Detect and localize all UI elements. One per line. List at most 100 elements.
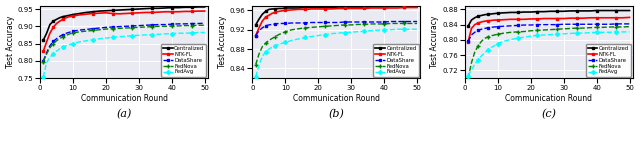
DataShare	[407, 21, 415, 22]
FedNova	[474, 45, 482, 47]
FedAvg	[464, 75, 472, 77]
Centralized	[314, 7, 322, 8]
FedAvg	[341, 32, 349, 34]
FedAvg	[268, 46, 276, 48]
NTK-FL	[252, 35, 260, 36]
DataShare	[547, 24, 554, 26]
FedNova	[282, 31, 289, 33]
FedNova	[76, 31, 83, 33]
DataShare	[275, 22, 283, 24]
DataShare	[294, 22, 302, 24]
Centralized	[380, 6, 388, 8]
FedNova	[494, 33, 502, 35]
NTK-FL	[46, 32, 54, 34]
Centralized	[252, 24, 260, 26]
NTK-FL	[102, 12, 109, 14]
Centralized	[606, 10, 614, 11]
FedAvg	[314, 35, 322, 36]
Centralized	[619, 10, 627, 11]
Line: FedNova: FedNova	[41, 23, 207, 64]
Centralized	[593, 10, 600, 11]
DataShare	[491, 26, 499, 28]
Centralized	[181, 6, 189, 8]
DataShare	[600, 23, 607, 25]
DataShare	[308, 22, 316, 23]
Centralized	[464, 25, 472, 27]
DataShare	[89, 28, 97, 30]
Centralized	[547, 10, 554, 12]
DataShare	[474, 30, 482, 31]
FedNova	[527, 30, 534, 32]
NTK-FL	[271, 11, 279, 13]
Centralized	[477, 15, 485, 16]
DataShare	[566, 23, 574, 25]
FedNova	[278, 32, 286, 34]
Centralized	[334, 6, 342, 8]
Centralized	[507, 12, 515, 13]
DataShare	[252, 35, 260, 36]
DataShare	[141, 24, 149, 26]
FedNova	[294, 28, 302, 30]
Centralized	[46, 24, 54, 26]
FedNova	[481, 38, 488, 39]
FedNova	[63, 34, 70, 36]
Line: Centralized: Centralized	[42, 6, 206, 42]
NTK-FL	[328, 8, 335, 10]
Centralized	[135, 8, 143, 10]
NTK-FL	[534, 18, 541, 20]
Centralized	[612, 10, 620, 11]
FedNova	[43, 53, 51, 55]
Centralized	[308, 7, 316, 8]
DataShare	[354, 21, 362, 23]
FedNova	[181, 25, 189, 27]
DataShare	[168, 23, 175, 25]
Centralized	[168, 7, 175, 9]
NTK-FL	[471, 24, 479, 26]
NTK-FL	[400, 7, 408, 8]
Line: FedAvg: FedAvg	[467, 30, 631, 77]
NTK-FL	[626, 16, 634, 18]
NTK-FL	[308, 8, 316, 10]
Centralized	[288, 7, 296, 9]
FedAvg	[520, 36, 528, 38]
DataShare	[534, 24, 541, 26]
FedNova	[566, 28, 574, 29]
NTK-FL	[89, 13, 97, 14]
DataShare	[374, 21, 381, 23]
NTK-FL	[520, 18, 528, 20]
Centralized	[474, 15, 482, 17]
Centralized	[471, 17, 479, 19]
FedNova	[89, 30, 97, 31]
FedNova	[40, 61, 47, 62]
FedNova	[334, 24, 342, 26]
DataShare	[95, 27, 103, 29]
FedAvg	[282, 41, 289, 43]
X-axis label: Communication Round: Communication Round	[293, 94, 380, 103]
FedNova	[487, 35, 495, 37]
DataShare	[626, 23, 634, 25]
DataShare	[49, 41, 57, 42]
DataShare	[580, 23, 588, 25]
NTK-FL	[188, 11, 195, 12]
FedNova	[471, 51, 479, 53]
FedAvg	[468, 69, 476, 71]
FedAvg	[69, 43, 77, 44]
Line: Centralized: Centralized	[254, 5, 419, 26]
FedAvg	[155, 33, 163, 35]
FedNova	[328, 25, 335, 27]
Legend: Centralized, NTK-FL, DataShare, FedNova, FedAvg: Centralized, NTK-FL, DataShare, FedNova,…	[373, 44, 419, 76]
DataShare	[66, 31, 74, 33]
DataShare	[135, 25, 143, 27]
Centralized	[394, 6, 401, 7]
Centralized	[328, 7, 335, 8]
NTK-FL	[40, 50, 47, 52]
Centralized	[566, 10, 574, 12]
FedNova	[534, 30, 541, 31]
FedNova	[155, 25, 163, 27]
DataShare	[122, 25, 129, 27]
Centralized	[66, 14, 74, 16]
DataShare	[487, 26, 495, 28]
NTK-FL	[181, 11, 189, 12]
FedNova	[400, 22, 408, 24]
NTK-FL	[201, 10, 209, 12]
